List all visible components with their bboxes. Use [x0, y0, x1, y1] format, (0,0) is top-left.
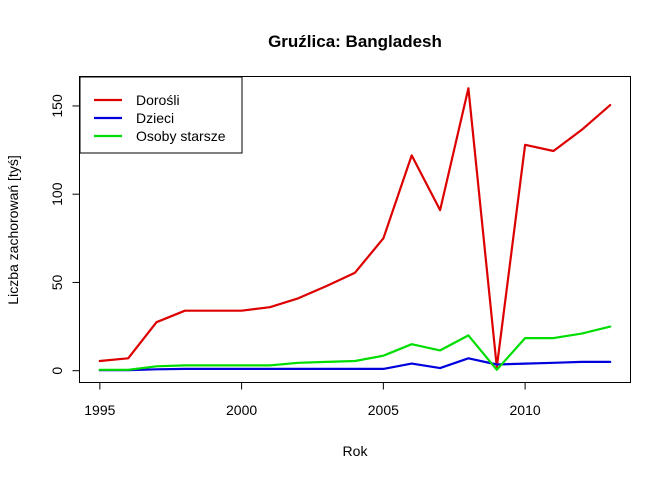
y-tick-label: 50 [49, 274, 65, 290]
x-tick-label: 2010 [510, 402, 541, 418]
x-tick-label: 2000 [226, 402, 257, 418]
y-tick-label: 150 [49, 94, 65, 118]
series-layer [98, 87, 612, 372]
legend-box [79, 76, 243, 154]
series-line-2 [98, 357, 612, 372]
legend-label: Dzieci [136, 110, 174, 126]
legend: Dorośli Dzieci Osoby starsze [79, 76, 243, 154]
legend-label: Dorośli [136, 92, 180, 108]
series-line-3 [98, 325, 612, 371]
chart-title: Gruźlica: Bangladesh [268, 32, 442, 51]
y-axis-label: Liczba zachorowań [tyś] [5, 155, 21, 304]
x-tick-label: 2005 [368, 402, 399, 418]
legend-label: Osoby starsze [136, 128, 226, 144]
series-line-1 [98, 87, 612, 369]
y-tick-label: 100 [49, 182, 65, 206]
x-axis-label: Rok [343, 443, 369, 459]
x-tick-label: 1995 [84, 402, 115, 418]
y-tick-label: 0 [49, 367, 65, 375]
